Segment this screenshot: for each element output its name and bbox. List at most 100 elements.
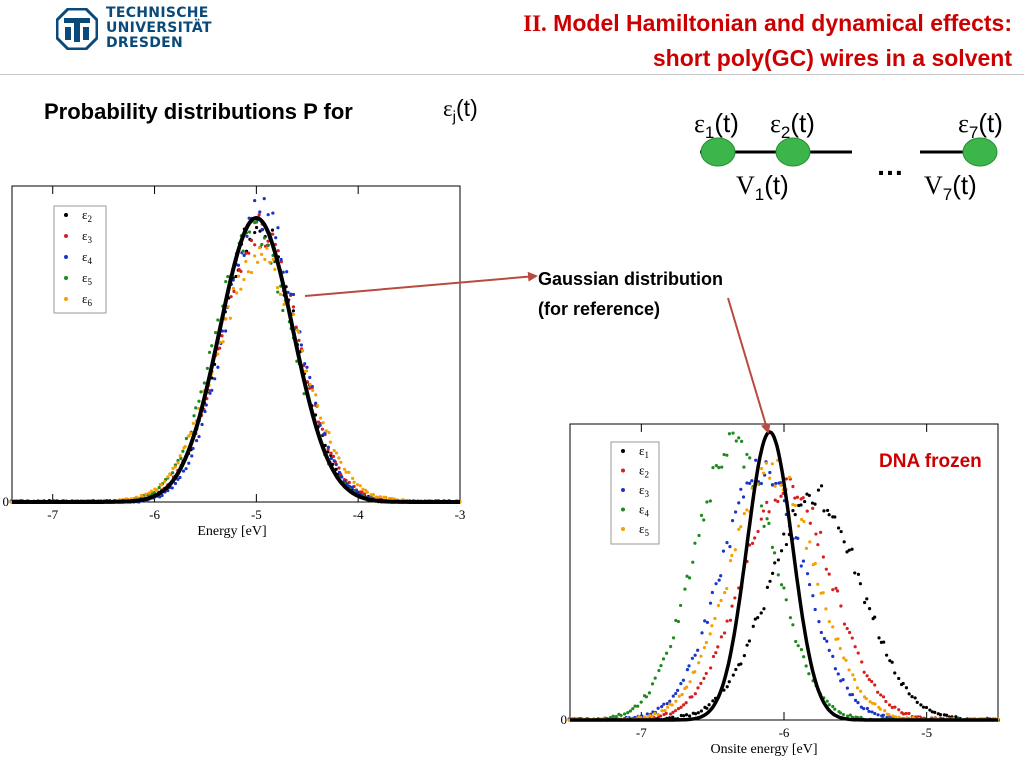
data-point-ε2 [716, 645, 720, 649]
legend-label: ε5 [82, 270, 92, 287]
chart-onsite-energy-dna-frozen: -7 -6 -5 0 Onsite energy [eV] ε1 ε2 ε3 ε4 ε5 [561, 423, 1001, 757]
header-divider [0, 74, 1024, 75]
site-label-7: ε7(t) [958, 108, 1003, 143]
data-point-ε1 [928, 708, 932, 712]
data-point-ε3 [320, 427, 325, 431]
data-point-ε6 [256, 260, 260, 264]
data-point-ε5 [266, 243, 270, 247]
data-point-ε5 [699, 654, 703, 658]
data-point-ε6 [304, 369, 309, 373]
data-point-ε2 [270, 228, 275, 232]
data-point-ε1 [921, 705, 926, 709]
data-point-ε5 [821, 591, 825, 595]
data-point-ε4 [671, 636, 676, 640]
data-point-ε4 [745, 452, 749, 457]
data-point-ε6 [378, 495, 383, 499]
bond-label-7: V7(t) [924, 170, 977, 205]
data-point-ε5 [779, 483, 783, 487]
data-point-ε4 [326, 445, 331, 449]
data-point-ε1 [751, 624, 755, 628]
data-point-ε3 [862, 707, 866, 711]
data-point-ε6 [282, 302, 286, 307]
data-point-ε6 [355, 483, 359, 487]
data-point-ε6 [268, 260, 272, 264]
data-point-ε4 [794, 639, 798, 644]
data-point-ε3 [728, 544, 732, 549]
data-point-ε2 [867, 677, 871, 682]
data-point-ε5 [697, 661, 701, 665]
data-point-ε2 [759, 517, 763, 521]
data-point-ε5 [210, 344, 214, 348]
data-point-ε2 [767, 510, 771, 514]
data-point-ε1 [813, 502, 817, 506]
data-point-ε2 [873, 683, 877, 687]
data-point-ε3 [841, 678, 845, 682]
data-point-ε2 [704, 671, 708, 676]
data-point-ε5 [677, 694, 681, 698]
data-point-ε2 [853, 645, 857, 649]
logo-line-3: DRESDEN [106, 35, 184, 51]
legend-label: ε6 [82, 291, 92, 308]
data-point-ε1 [725, 685, 729, 689]
data-point-ε3 [848, 693, 852, 697]
data-point-ε4 [245, 234, 249, 238]
data-point-ε1 [877, 636, 881, 640]
data-point-ε6 [183, 444, 187, 449]
data-point-ε6 [216, 352, 220, 356]
data-point-ε1 [753, 617, 757, 621]
plot-frame [11, 185, 461, 503]
data-point-ε3 [881, 713, 885, 717]
data-point-ε4 [770, 545, 775, 549]
data-point-ε4 [187, 461, 191, 465]
data-point-ε3 [291, 305, 296, 309]
data-point-ε3 [220, 334, 224, 338]
data-point-ε4 [647, 691, 652, 695]
data-point-ε1 [915, 700, 919, 704]
data-point-ε3 [681, 678, 686, 682]
data-point-ε4 [314, 401, 318, 405]
data-point-ε1 [858, 582, 863, 586]
data-point-ε1 [827, 513, 831, 517]
data-point-ε2 [827, 572, 831, 576]
data-point-ε6 [358, 484, 362, 488]
title-line-1: Model Hamiltonian and dynamical effects: [546, 10, 1012, 36]
data-point-ε5 [887, 713, 891, 717]
data-point-ε5 [813, 561, 817, 566]
data-point-ε1 [705, 706, 709, 710]
subtitle: Probability distributions P for [44, 99, 353, 124]
data-point-ε4 [833, 707, 837, 711]
data-point-ε3 [244, 251, 248, 255]
data-point-ε5 [184, 436, 189, 441]
data-point-ε1 [791, 509, 795, 513]
data-point-ε3 [660, 705, 664, 709]
data-point-ε1 [793, 513, 797, 517]
data-point-ε1 [745, 643, 749, 647]
data-point-ε3 [741, 495, 746, 499]
data-point-ε2 [254, 225, 259, 230]
data-point-ε2 [779, 494, 783, 498]
subtitle-symbol: εj(t) [443, 95, 478, 126]
data-point-ε2 [750, 541, 755, 546]
arrow-to-chart2-gaussian [727, 297, 771, 434]
data-point-ε2 [831, 588, 835, 592]
data-point-ε1 [901, 681, 905, 686]
data-point-ε3 [671, 694, 675, 698]
data-point-ε3 [297, 338, 301, 342]
data-point-ε1 [762, 607, 766, 611]
data-point-ε5 [207, 350, 212, 354]
data-point-ε4 [329, 456, 333, 461]
data-point-ε3 [845, 686, 849, 690]
data-point-ε3 [745, 481, 749, 485]
data-point-ε2 [808, 521, 812, 525]
legend-box [53, 205, 107, 314]
site-node-2 [775, 137, 811, 167]
data-point-ε2 [765, 500, 769, 504]
x-tick-label: -5 [251, 507, 262, 522]
data-point-ε4 [714, 464, 718, 468]
gaussian-annotation: Gaussian distribution (for reference) [538, 264, 723, 324]
legend-marker [64, 234, 68, 238]
data-point-ε1 [699, 709, 704, 713]
data-point-ε4 [210, 388, 214, 392]
data-point-ε5 [224, 279, 228, 284]
data-point-ε4 [685, 574, 689, 578]
